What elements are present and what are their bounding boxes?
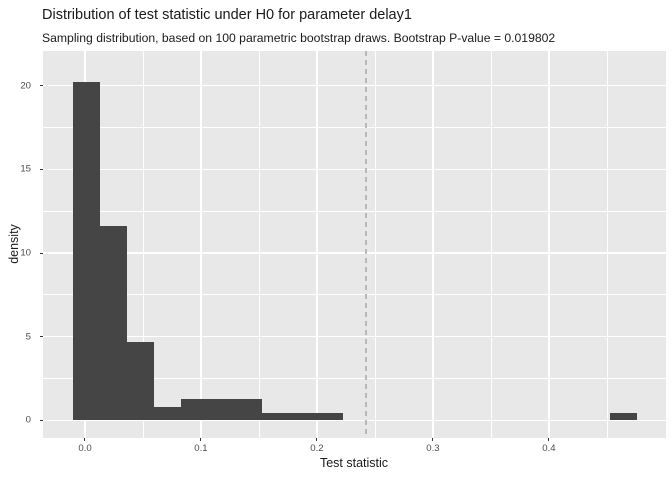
gridline-x-minor [258,51,260,438]
gridline-y-minor [43,210,666,212]
histogram-bar [207,398,235,421]
gridline-y-major [43,252,666,254]
x-tick-label: 0.1 [194,443,208,454]
gridline-y-major [43,419,666,422]
gridline-y-major [43,84,666,87]
gridline-x-major [200,51,202,438]
y-tick-mark [40,168,43,170]
y-tick-mark [40,252,43,254]
gridline-x-major [548,51,550,438]
histogram-bar [126,341,154,421]
x-tick-mark [316,438,318,441]
histogram-bar [316,413,343,421]
gridline-x-major [316,51,318,438]
y-axis-title: density [7,224,21,264]
y-tick-label: 0 [25,414,31,426]
y-tick-mark [40,85,43,86]
x-tick-mark [84,438,86,441]
gridline-x-major [432,51,434,438]
x-tick-mark [548,438,550,441]
observed-statistic-line [364,51,367,438]
y-tick-mark [40,419,43,421]
gridline-y-major [43,168,666,170]
plot-panel [43,51,666,438]
histogram-bar [99,226,127,421]
x-tick-mark [432,438,434,441]
histogram-bar [289,413,317,421]
chart-subtitle: Sampling distribution, based on 100 para… [42,31,556,45]
gridline-y-minor [43,378,666,380]
gridline-x-minor [490,51,492,438]
histogram-bar [234,398,262,421]
y-tick-label: 5 [25,331,31,343]
gridline-y-major [43,335,666,338]
x-tick-label: 0.3 [426,443,440,454]
x-tick-mark [200,438,202,441]
gridline-x-minor [606,51,608,438]
gridline-x-minor [374,51,376,438]
x-tick-label: 0.4 [542,443,556,454]
y-tick-label: 10 [20,247,31,259]
histogram-bar [154,407,182,421]
gridline-x-minor [142,51,144,438]
y-tick-label: 20 [20,80,31,91]
y-tick-label: 15 [20,163,31,175]
histogram-bar [261,413,289,421]
gridline-y-minor [43,126,666,128]
histogram-bar [181,398,208,421]
histogram-bar [610,413,638,421]
histogram-bar [72,82,100,421]
x-tick-label: 0.2 [310,443,324,454]
y-tick-mark [40,336,43,338]
gridline-y-minor [43,294,666,296]
x-tick-label: 0.0 [78,443,92,454]
chart-title: Distribution of test statistic under H0 … [42,7,412,23]
x-axis-title: Test statistic [319,456,389,470]
